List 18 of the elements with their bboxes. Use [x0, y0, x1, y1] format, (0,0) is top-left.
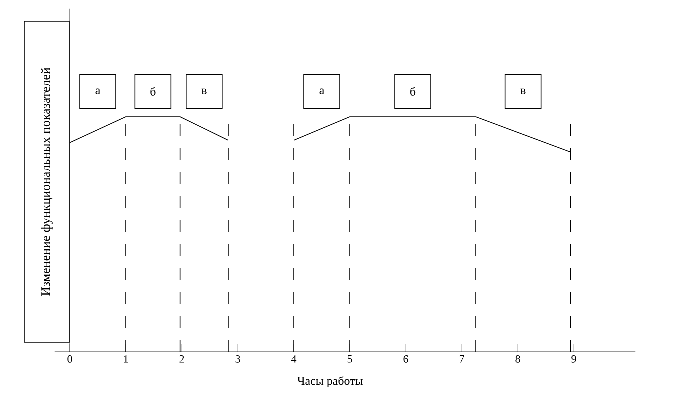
x-axis-title: Часы работы [298, 376, 364, 388]
text: б [150, 87, 156, 96]
x-tick-label: 9 [572, 356, 576, 363]
text: а [320, 88, 324, 94]
text: а [96, 88, 100, 94]
y-axis-title: Изменение функциональных показателей [41, 68, 53, 296]
x-tick-label: 4 [291, 356, 297, 363]
text: в [202, 88, 207, 94]
text: в [520, 88, 526, 94]
x-tick-label: 6 [404, 356, 408, 363]
x-tick-label: 2 [180, 356, 184, 363]
x-tick-label: 0 [68, 356, 72, 363]
text: б [410, 87, 416, 96]
x-tick-label: 3 [236, 356, 240, 363]
x-tick-label: 7 [460, 356, 464, 363]
x-tick-label: 1 [124, 356, 128, 363]
x-tick-label: 8 [516, 356, 520, 363]
x-tick-label: 5 [348, 356, 352, 363]
